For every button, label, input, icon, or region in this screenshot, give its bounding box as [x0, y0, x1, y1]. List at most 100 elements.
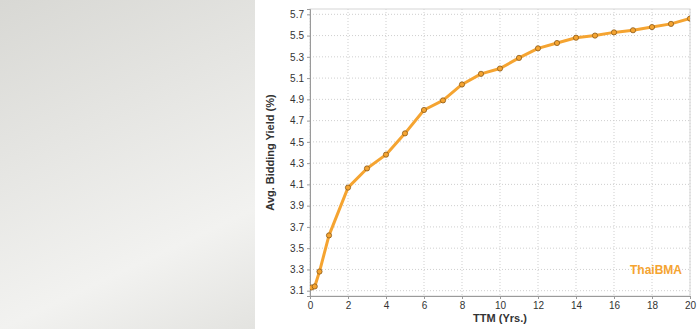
y-tick-mark	[307, 291, 310, 292]
y-tick-label: 3.9	[290, 200, 304, 211]
y-tick-label: 4.7	[290, 115, 304, 126]
x-tick-mark	[348, 296, 349, 299]
data-point	[383, 152, 388, 157]
x-tick-mark	[386, 296, 387, 299]
y-tick: 5.3	[290, 52, 310, 63]
y-tick-mark	[307, 227, 310, 228]
grid-line-x	[500, 9, 501, 296]
y-axis-line	[307, 10, 311, 297]
x-tick: 14	[571, 296, 583, 311]
grid-line-x	[614, 9, 615, 296]
x-tick-label: 8	[460, 300, 466, 311]
y-tick-label: 3.3	[290, 264, 304, 275]
y-tick: 3.7	[290, 222, 310, 233]
x-tick-mark	[500, 296, 501, 299]
data-point	[649, 24, 654, 29]
y-tick: 5.7	[290, 9, 310, 20]
x-axis-title: TTM (Yrs.)	[473, 312, 527, 324]
x-tick-mark	[690, 296, 691, 299]
y-tick-label: 5.1	[290, 73, 304, 84]
grid-line-y	[310, 205, 690, 206]
y-tick-label: 4.3	[290, 158, 304, 169]
y-tick-mark	[307, 206, 310, 207]
y-tick-mark	[307, 14, 310, 15]
x-tick-mark	[310, 296, 311, 299]
x-tick-mark	[652, 296, 653, 299]
y-tick-label: 3.7	[290, 222, 304, 233]
y-tick: 3.3	[290, 264, 310, 275]
grid	[310, 9, 690, 296]
grid-line-x	[348, 9, 349, 296]
watermark: ThaiBMA	[630, 263, 682, 277]
x-tick-mark	[424, 296, 425, 299]
data-point	[687, 16, 690, 21]
y-tick-label: 3.1	[290, 285, 304, 296]
x-tick: 20	[685, 296, 697, 311]
y-tick: 4.5	[290, 137, 310, 148]
data-point	[592, 33, 597, 38]
x-tick-label: 10	[495, 300, 507, 311]
y-tick-mark	[307, 248, 310, 249]
x-tick-mark	[538, 296, 539, 299]
data-point	[440, 98, 445, 103]
y-tick-mark	[307, 269, 310, 270]
y-tick-label: 5.3	[290, 52, 304, 63]
grid-line-x	[424, 9, 425, 296]
y-tick: 4.7	[290, 115, 310, 126]
y-tick: 3.1	[290, 285, 310, 296]
y-tick: 3.9	[290, 200, 310, 211]
y-tick: 5.1	[290, 73, 310, 84]
x-tick-label: 20	[685, 300, 697, 311]
data-point	[535, 46, 540, 51]
data-point	[573, 35, 578, 40]
grid-line-x	[462, 9, 463, 296]
grid-line-y	[310, 35, 690, 36]
data-point	[421, 107, 426, 112]
y-tick-mark	[307, 78, 310, 79]
x-axis-line	[311, 297, 691, 300]
y-tick-label: 3.5	[290, 243, 304, 254]
y-tick-label: 4.5	[290, 137, 304, 148]
x-tick-mark	[462, 296, 463, 299]
chart-panel	[255, 0, 698, 329]
grid-line-x	[652, 9, 653, 296]
data-point	[611, 30, 616, 35]
x-tick: 6	[422, 296, 428, 311]
x-tick-label: 0	[308, 300, 314, 311]
y-tick: 3.5	[290, 243, 310, 254]
x-tick: 0	[308, 296, 314, 311]
y-tick-label: 5.5	[290, 30, 304, 41]
x-tick-mark	[576, 296, 577, 299]
y-tick: 4.9	[290, 94, 310, 105]
x-tick-label: 16	[609, 300, 621, 311]
grid-line-y	[310, 226, 690, 227]
y-tick: 4.3	[290, 158, 310, 169]
x-tick: 8	[460, 296, 466, 311]
x-tick-label: 18	[647, 300, 659, 311]
y-tick-mark	[307, 36, 310, 37]
grid-line-y	[310, 248, 690, 249]
x-tick: 18	[647, 296, 659, 311]
y-tick-mark	[307, 142, 310, 143]
y-tick-mark	[307, 57, 310, 58]
y-tick-label: 4.1	[290, 179, 304, 190]
y-tick: 4.1	[290, 179, 310, 190]
grid-line-x	[538, 9, 539, 296]
x-tick-label: 14	[571, 300, 583, 311]
x-tick-label: 12	[533, 300, 545, 311]
x-tick-label: 2	[346, 300, 352, 311]
grid-line-y	[310, 14, 690, 15]
x-tick-label: 4	[384, 300, 390, 311]
y-tick-mark	[307, 99, 310, 100]
x-tick: 12	[533, 296, 545, 311]
chart-svg: 3.1 3.3 3.5 3.7 3.9 4.1 4.3 4.5 4.7 4.9 5.1 5.3 5.5 5…	[0, 0, 698, 329]
data-point	[345, 185, 350, 190]
data-point	[516, 55, 521, 60]
grid-line-y	[310, 184, 690, 185]
x-tick: 2	[346, 296, 352, 311]
y-tick-mark	[307, 163, 310, 164]
y-tick-label: 4.9	[290, 94, 304, 105]
data-point	[478, 71, 483, 76]
data-point	[312, 284, 317, 289]
y-axis-title: Avg. Bidding Yield (%)	[264, 94, 276, 211]
